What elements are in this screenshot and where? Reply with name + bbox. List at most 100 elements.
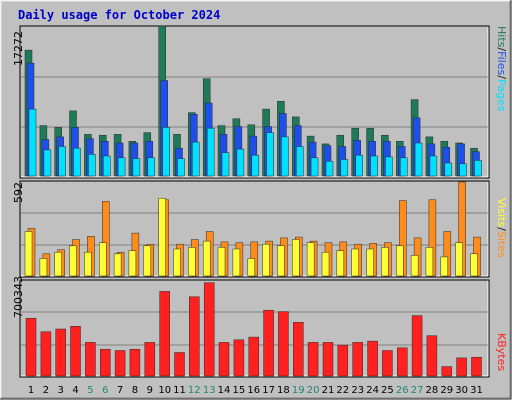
pages-bar xyxy=(429,155,438,177)
x-tick-label: 11 xyxy=(173,385,186,396)
kbytes-bar xyxy=(397,347,408,377)
visits-bar xyxy=(440,256,449,277)
pages-bar xyxy=(192,141,200,177)
visits-bar xyxy=(173,248,181,277)
kbytes-bar xyxy=(278,311,289,377)
visits-bar xyxy=(410,255,419,277)
x-tick-label: 1 xyxy=(28,385,34,396)
kbytes-bar xyxy=(25,318,37,377)
middle-panel-max-label: 592 xyxy=(12,182,25,203)
pages-bar xyxy=(132,158,141,177)
bottom-panel-max-label: 700343 xyxy=(12,276,25,318)
kbytes-bar xyxy=(159,291,170,377)
visits-bar xyxy=(366,248,374,277)
pages-bar xyxy=(58,146,66,177)
x-tick-label: 25 xyxy=(381,385,394,396)
visits-bar xyxy=(470,253,478,277)
legend-files: Files xyxy=(495,51,508,76)
pages-bar xyxy=(43,149,52,177)
visits-bar xyxy=(188,247,196,277)
visits-bar xyxy=(128,250,137,277)
kbytes-bar xyxy=(471,356,482,377)
visits-bar xyxy=(113,253,122,277)
visits-bar xyxy=(202,240,211,277)
kbytes-bar xyxy=(40,331,52,377)
pages-bar xyxy=(117,157,126,177)
visits-bar xyxy=(158,197,166,277)
x-tick-label: 27 xyxy=(411,385,424,396)
kbytes-bar xyxy=(352,342,363,377)
pages-bar xyxy=(251,154,260,177)
kbytes-bar xyxy=(322,342,334,377)
x-tick-label: 18 xyxy=(277,385,290,396)
kbytes-bar xyxy=(263,309,274,377)
pages-bar xyxy=(147,157,156,177)
x-tick-label: 21 xyxy=(322,385,335,396)
visits-bar xyxy=(232,248,241,277)
kbytes-bar xyxy=(174,352,185,377)
visits-bar xyxy=(292,239,300,277)
kbytes-bar xyxy=(129,348,141,377)
pages-bar xyxy=(296,146,304,177)
pages-bar xyxy=(221,152,230,177)
visits-bar xyxy=(381,247,389,277)
kbytes-bar xyxy=(293,322,304,377)
pages-bar xyxy=(281,136,289,177)
x-tick-label: 20 xyxy=(307,385,320,396)
x-tick-label: 13 xyxy=(203,385,216,396)
kbytes-bar xyxy=(456,357,467,377)
legend-visits: Visits xyxy=(495,198,508,228)
kbytes-bar xyxy=(218,342,230,377)
x-tick-label: 31 xyxy=(470,385,483,396)
x-tick-label: 29 xyxy=(440,385,453,396)
bars-layer xyxy=(24,25,482,377)
x-tick-label: 14 xyxy=(218,385,231,396)
visits-bar xyxy=(247,258,256,277)
pages-bar xyxy=(236,148,245,177)
visits-bar xyxy=(425,247,434,277)
x-tick-label: 30 xyxy=(455,385,468,396)
x-tick-label: 9 xyxy=(147,385,153,396)
visits-bar xyxy=(455,242,463,277)
visits-bar xyxy=(54,251,62,277)
kbytes-bar xyxy=(203,282,215,377)
kbytes-bar xyxy=(144,342,156,377)
kbytes-bar xyxy=(233,339,245,377)
x-axis-labels: 1 2 3 4 5 6 7 8 9 10 11 12 13 14 15 16 17 18 19 20 21 22 23 24 2… xyxy=(28,385,483,396)
x-tick-label: 28 xyxy=(426,385,439,396)
x-tick-label: 4 xyxy=(72,385,78,396)
legend-kbytes: KBytes xyxy=(495,333,508,372)
pages-bar xyxy=(73,147,81,177)
top-panel-max-label: 17272 xyxy=(12,31,25,66)
pages-bar xyxy=(459,163,467,177)
x-tick-label: 6 xyxy=(102,385,108,396)
visits-bar xyxy=(39,258,48,277)
legend-pages: Pages xyxy=(495,78,508,112)
x-tick-label: 3 xyxy=(58,385,64,396)
visits-bar xyxy=(351,248,359,277)
x-tick-label: 12 xyxy=(188,385,201,396)
pages-bar xyxy=(474,160,482,177)
kbytes-bar xyxy=(367,340,378,377)
pages-bar xyxy=(325,160,334,177)
pages-bar xyxy=(370,155,378,177)
kbytes-bar xyxy=(189,296,200,377)
pages-bar xyxy=(162,127,170,177)
x-tick-label: 7 xyxy=(117,385,123,396)
x-tick-label: 17 xyxy=(262,385,275,396)
visits-bar xyxy=(143,245,152,277)
pages-bar xyxy=(88,154,96,177)
kbytes-bar xyxy=(85,342,96,377)
pages-bar xyxy=(400,157,408,177)
pages-bar xyxy=(28,108,37,177)
visits-bar xyxy=(24,231,33,277)
visits-bar xyxy=(217,247,226,277)
kbytes-bar xyxy=(441,366,453,377)
pages-bar xyxy=(414,142,423,177)
visits-bar xyxy=(396,245,404,277)
chart-title: Daily usage for October 2024 xyxy=(18,8,221,22)
visits-bar xyxy=(306,242,315,277)
pages-bar xyxy=(103,155,111,177)
visits-bar xyxy=(262,243,270,277)
x-tick-label: 5 xyxy=(87,385,93,396)
